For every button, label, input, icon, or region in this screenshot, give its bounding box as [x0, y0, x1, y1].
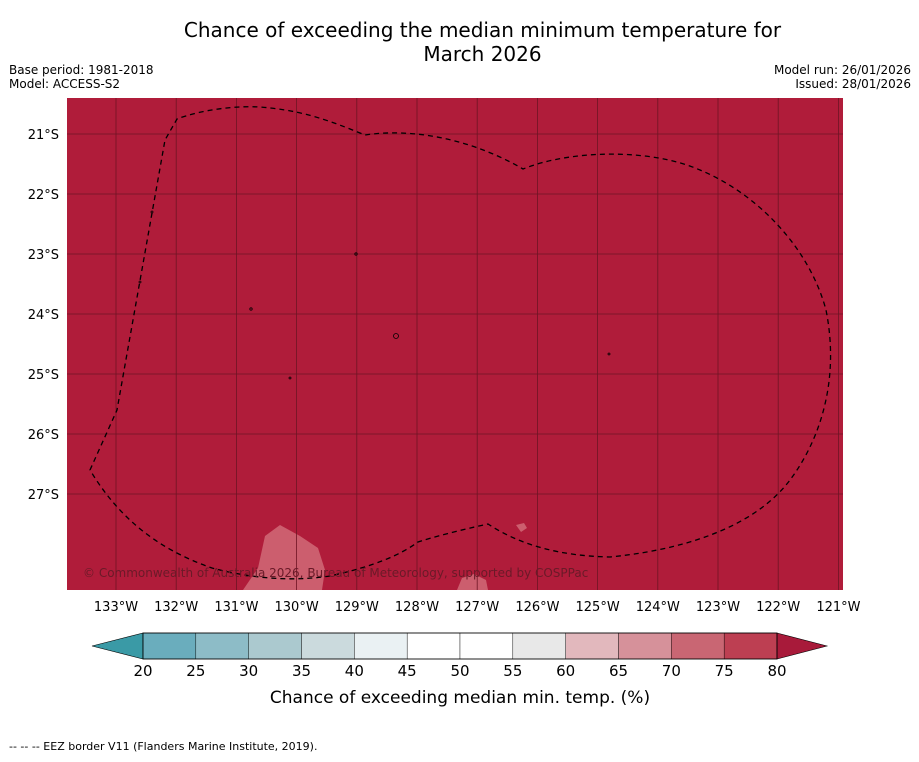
colorbar-segment — [565, 632, 619, 660]
colorbar-tick-label: 80 — [767, 662, 786, 680]
colorbar-tick-label: 45 — [398, 662, 417, 680]
graticule — [67, 98, 843, 590]
islands — [138, 210, 611, 380]
longitude-tick-label: 122°W — [756, 600, 800, 615]
base-period: Base period: 1981-2018 — [9, 63, 154, 77]
longitude-labels: 133°W 132°W 131°W 130°W 129°W 128°W 127°W 126°W… — [94, 600, 861, 615]
latitude-tick-label: 27°S — [28, 488, 59, 503]
island-marker — [138, 280, 142, 284]
longitude-tick-label: 132°W — [154, 600, 198, 615]
latitude-tick-label: 25°S — [28, 368, 59, 383]
map-area: © Commonwealth of Australia 2026, Bureau… — [67, 98, 843, 590]
latitude-tick-label: 23°S — [28, 248, 59, 263]
colorbar-tick-label: 40 — [345, 662, 364, 680]
longitude-tick-label: 123°W — [696, 600, 740, 615]
model-name: Model: ACCESS-S2 — [9, 77, 121, 91]
model-run: Model run: 26/01/2026 — [773, 63, 911, 77]
longitude-tick-label: 129°W — [335, 600, 379, 615]
colorbar-tick-label: 35 — [292, 662, 311, 680]
latitude-labels: 21°S 22°S 23°S 24°S 25°S 26°S 27°S — [28, 128, 59, 503]
colorbar-tick-label: 25 — [186, 662, 205, 680]
colorbar-tick-label: 20 — [133, 662, 152, 680]
longitude-tick-label: 125°W — [576, 600, 620, 615]
copyright-text: © Commonwealth of Australia 2026, Bureau… — [83, 566, 588, 580]
colorbar-tick-label: 65 — [609, 662, 628, 680]
longitude-tick-label: 124°W — [636, 600, 680, 615]
chart-title: Chance of exceeding the median minimum t… — [0, 18, 919, 66]
colorbar: 20 25 30 35 40 45 50 55 60 65 70 75 80 — [91, 632, 829, 680]
colorbar-tick-label: 55 — [503, 662, 522, 680]
colorbar-segment — [142, 632, 197, 660]
colorbar-segment — [671, 632, 725, 660]
lower-anomaly-patch — [243, 525, 325, 590]
longitude-tick-label: 131°W — [214, 600, 258, 615]
colorbar-segment — [618, 632, 672, 660]
colorbar-segment — [301, 632, 355, 660]
colorbar-label: Chance of exceeding median min. temp. (%… — [270, 688, 650, 708]
colorbar-segment — [354, 632, 408, 660]
latitude-tick-label: 24°S — [28, 308, 59, 323]
latitude-tick-label: 26°S — [28, 428, 59, 443]
colorbar-tick-label: 30 — [239, 662, 258, 680]
meta-right: Model run: 26/01/2026 Issued: 28/01/2026 — [774, 63, 911, 91]
colorbar-segment — [512, 632, 566, 660]
map-background — [67, 98, 843, 590]
colorbar-tick-label: 70 — [662, 662, 681, 680]
island-marker — [288, 376, 292, 380]
longitude-tick-label: 133°W — [94, 600, 138, 615]
colorbar-tick-label: 50 — [450, 662, 469, 680]
longitude-tick-label: 127°W — [455, 600, 499, 615]
lower-anomaly-patch — [516, 523, 527, 532]
colorbar-segment — [248, 632, 302, 660]
colorbar-under-arrow — [91, 632, 144, 660]
issued-date: Issued: 28/01/2026 — [795, 77, 911, 91]
island-marker — [354, 252, 358, 256]
island-marker — [249, 307, 253, 311]
longitude-tick-label: 130°W — [275, 600, 319, 615]
latitude-tick-label: 21°S — [28, 128, 59, 143]
colorbar-tick-label: 60 — [556, 662, 575, 680]
colorbar-segment — [723, 632, 778, 660]
eez-border — [89, 106, 832, 580]
latitude-tick-label: 22°S — [28, 188, 59, 203]
longitude-tick-label: 121°W — [816, 600, 860, 615]
title-line-1: Chance of exceeding the median minimum t… — [183, 18, 782, 42]
colorbar-tick-label: 75 — [715, 662, 734, 680]
colorbar-segment — [406, 632, 461, 660]
eez-footnote: -- -- -- EEZ border V11 (Flanders Marine… — [9, 740, 318, 753]
longitude-tick-label: 128°W — [395, 600, 439, 615]
title-line-2: March 2026 — [423, 42, 542, 66]
longitude-tick-label: 126°W — [515, 600, 559, 615]
colorbar-segment — [459, 632, 514, 660]
island-marker — [150, 210, 154, 214]
colorbar-frame — [142, 632, 778, 660]
meta-left: Base period: 1981-2018 Model: ACCESS-S2 — [9, 63, 154, 91]
colorbar-over-arrow — [776, 632, 829, 660]
island-marker — [607, 352, 611, 356]
colorbar-segment — [195, 632, 249, 660]
lower-anomaly-patch — [457, 574, 488, 590]
island-marker — [393, 333, 399, 339]
